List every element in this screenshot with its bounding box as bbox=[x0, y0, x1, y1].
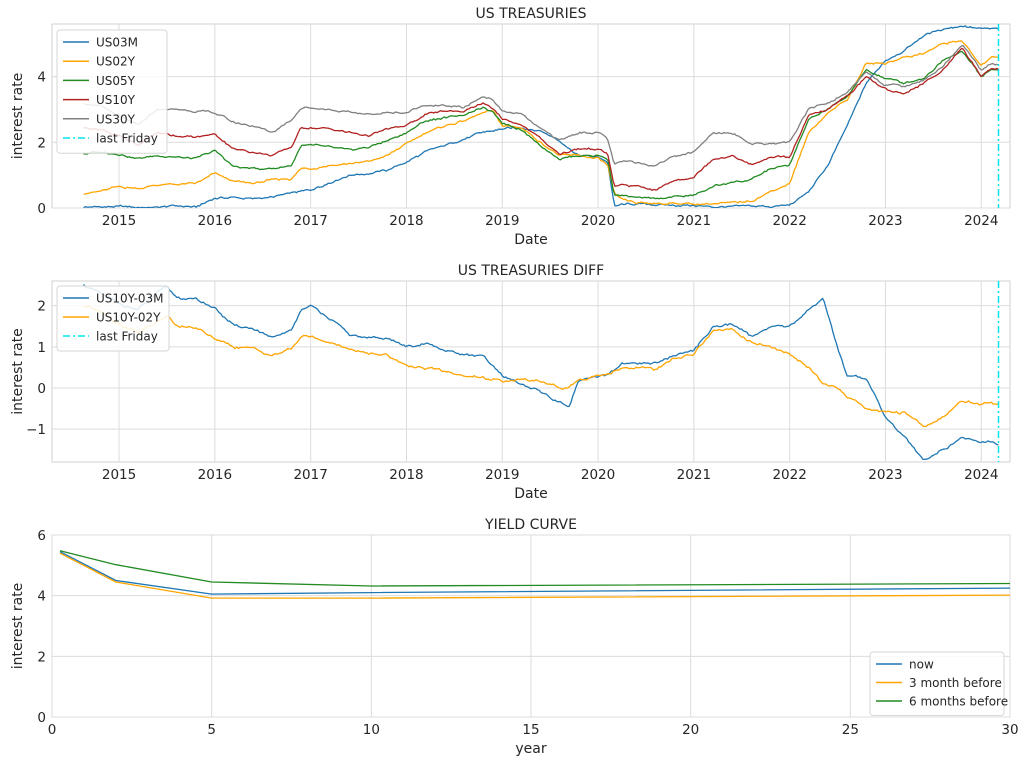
x-tick-label: 5 bbox=[207, 722, 216, 738]
plot-lines bbox=[83, 281, 1000, 462]
x-tick-label: 2016 bbox=[198, 213, 232, 229]
plot-area bbox=[51, 23, 1011, 209]
x-tick-label: 15 bbox=[522, 722, 539, 738]
x-tick-label: 2024 bbox=[964, 467, 998, 483]
y-tick-label: 2 bbox=[37, 135, 46, 151]
y-tick-label: 4 bbox=[37, 70, 46, 86]
x-tick-label: 2023 bbox=[868, 213, 902, 229]
x-tick-label: 2023 bbox=[868, 467, 902, 483]
series-line-us10y bbox=[83, 47, 999, 191]
x-tick-label: 0 bbox=[48, 722, 57, 738]
series-line-us02y bbox=[83, 40, 999, 206]
x-tick-label: 2018 bbox=[389, 467, 423, 483]
series-line-6-months-before bbox=[59, 550, 1010, 587]
chart-title: US TREASURIES bbox=[475, 6, 586, 22]
plot-lines bbox=[83, 24, 1000, 208]
y-axis-label: interest rate bbox=[10, 328, 26, 415]
y-tick-label: 0 bbox=[37, 381, 46, 397]
legend-box bbox=[56, 285, 170, 352]
legend-label: US30Y bbox=[96, 112, 136, 126]
x-tick-label: 2015 bbox=[102, 213, 136, 229]
x-axis-label: Date bbox=[514, 486, 547, 502]
legend-label: now bbox=[909, 658, 934, 672]
series-line-us03m bbox=[83, 25, 999, 208]
x-tick-label: 10 bbox=[363, 722, 380, 738]
series-line-3-month-before bbox=[59, 552, 1010, 599]
series-line-us05y bbox=[83, 50, 999, 200]
y-tick-label: 0 bbox=[37, 201, 46, 217]
x-tick-label: 2020 bbox=[581, 467, 615, 483]
x-tick-label: 2018 bbox=[389, 213, 423, 229]
x-tick-label: 2020 bbox=[581, 213, 615, 229]
y-axis-label: interest rate bbox=[10, 73, 26, 160]
x-tick-label: 2024 bbox=[964, 213, 998, 229]
x-axis-label: year bbox=[515, 741, 546, 757]
legend-label: US05Y bbox=[96, 74, 136, 88]
x-tick-label: 2022 bbox=[772, 213, 806, 229]
legend: US10Y-03M US10Y-02Y last Friday bbox=[56, 285, 170, 352]
x-tick-label: 2017 bbox=[293, 213, 327, 229]
plot-area bbox=[51, 280, 1011, 463]
series-line-us10y-03m bbox=[83, 284, 999, 460]
y-tick-label: 1 bbox=[37, 340, 46, 356]
x-tick-label: 25 bbox=[842, 722, 859, 738]
y-tick-label: 0 bbox=[37, 710, 46, 726]
chart-title: YIELD CURVE bbox=[484, 517, 577, 533]
x-tick-label: 2022 bbox=[772, 467, 806, 483]
x-tick-label: 2015 bbox=[102, 467, 136, 483]
legend-label: last Friday bbox=[96, 330, 158, 344]
chart-title: US TREASURIES DIFF bbox=[458, 263, 604, 279]
x-tick-label: 2016 bbox=[198, 467, 232, 483]
x-tick-label: 30 bbox=[1001, 722, 1018, 738]
legend-label: US10Y-03M bbox=[96, 292, 164, 306]
legend-label: US02Y bbox=[96, 55, 136, 69]
legend-label: 3 month before bbox=[909, 676, 1002, 690]
plot-lines bbox=[59, 550, 1010, 599]
x-tick-label: 2019 bbox=[485, 213, 519, 229]
y-tick-label: 4 bbox=[37, 589, 46, 605]
x-tick-label: 2019 bbox=[485, 467, 519, 483]
legend-label: US03M bbox=[96, 36, 138, 50]
legend-label: US10Y-02Y bbox=[96, 311, 161, 325]
chart-panel-3: 0 5 10 15 20 25 30 0 2 4 6 YIELD CURVE year interest … bbox=[10, 517, 1019, 757]
x-tick-label: 2017 bbox=[293, 467, 327, 483]
y-tick-label: 2 bbox=[37, 649, 46, 665]
x-tick-label: 20 bbox=[682, 722, 699, 738]
x-tick-label: 2021 bbox=[677, 213, 711, 229]
x-axis-label: Date bbox=[514, 232, 547, 248]
legend: now 3 month before 6 months before bbox=[869, 651, 1008, 716]
legend-box bbox=[869, 651, 1005, 716]
y-tick-label: −1 bbox=[26, 422, 46, 438]
legend-label: 6 months before bbox=[909, 695, 1008, 709]
y-tick-label: 2 bbox=[37, 299, 46, 315]
y-axis-label: interest rate bbox=[10, 583, 26, 670]
y-tick-label: 6 bbox=[37, 528, 46, 544]
chart-panel-1: 2015 2016 2017 2018 2019 2020 2021 2022 2023 2024… bbox=[10, 6, 1011, 248]
x-tick-label: 2021 bbox=[677, 467, 711, 483]
legend-label: last Friday bbox=[96, 132, 158, 146]
legend: US03M US02Y US05Y US10Y US30Y last Friday bbox=[56, 29, 168, 154]
legend-label: US10Y bbox=[96, 93, 136, 107]
series-line-us10y-02y bbox=[83, 305, 999, 428]
series-line-now bbox=[59, 551, 1010, 595]
chart-panel-2: 2015 2016 2017 2018 2019 2020 2021 2022 2023 2024… bbox=[10, 263, 1011, 502]
series-line-us30y bbox=[83, 45, 999, 167]
